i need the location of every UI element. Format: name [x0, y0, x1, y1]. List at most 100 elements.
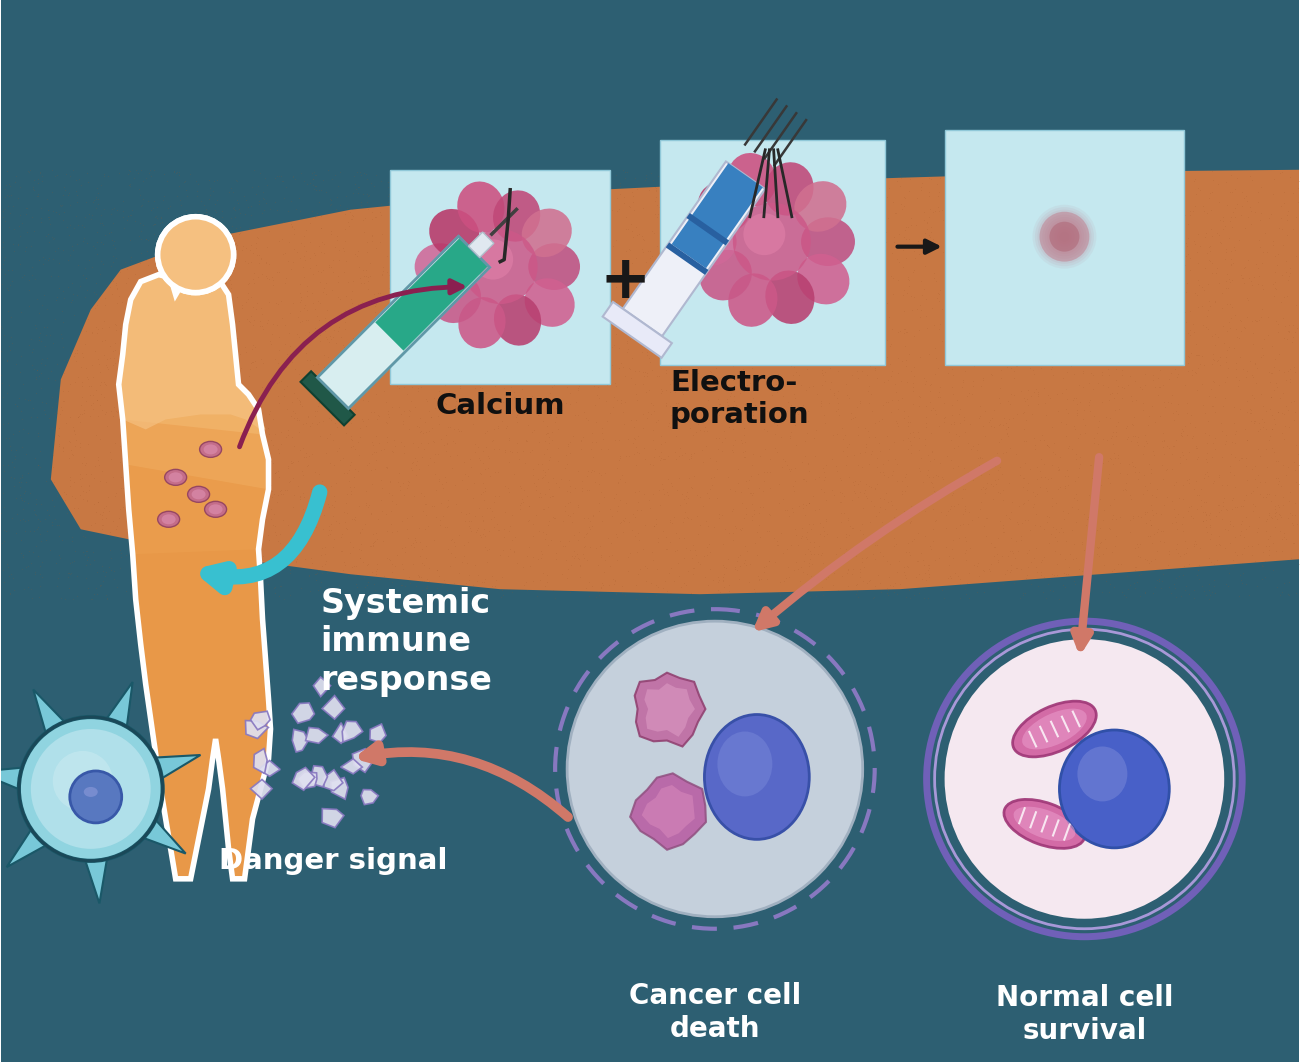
Point [1040, 469, 1061, 486]
Point [147, 209, 168, 226]
Point [250, 318, 270, 335]
Point [1004, 370, 1024, 387]
Point [1167, 284, 1188, 301]
Point [971, 353, 992, 370]
Point [569, 556, 590, 573]
Point [972, 371, 993, 388]
Point [1219, 512, 1240, 529]
Point [347, 434, 368, 451]
Point [1041, 169, 1062, 186]
Point [462, 512, 482, 529]
Point [150, 439, 170, 456]
Point [1283, 185, 1300, 202]
Point [338, 587, 359, 604]
Point [86, 200, 107, 217]
Point [185, 456, 205, 473]
Point [807, 289, 828, 306]
Point [136, 512, 157, 529]
Point [84, 342, 105, 359]
Point [1014, 433, 1035, 450]
Point [129, 567, 150, 584]
Polygon shape [0, 766, 32, 793]
Point [745, 185, 766, 202]
Point [757, 422, 777, 439]
Point [740, 275, 760, 292]
Point [53, 392, 74, 409]
Point [933, 471, 954, 488]
Point [1024, 195, 1045, 212]
Point [588, 263, 608, 280]
Point [1, 454, 22, 471]
Point [1196, 205, 1217, 222]
Point [200, 409, 221, 426]
Point [57, 564, 78, 581]
Point [1202, 475, 1223, 492]
Point [842, 409, 863, 426]
Point [339, 218, 360, 235]
Point [413, 440, 434, 457]
Point [48, 255, 69, 272]
Point [1161, 585, 1182, 602]
Point [776, 284, 797, 301]
Point [482, 165, 503, 182]
Point [172, 483, 192, 500]
Point [1014, 231, 1035, 248]
Point [1288, 475, 1300, 492]
Point [806, 421, 827, 438]
Point [1238, 209, 1258, 226]
Point [364, 313, 385, 330]
Point [597, 172, 618, 189]
Point [697, 222, 718, 239]
Point [12, 468, 32, 485]
Point [1052, 577, 1072, 594]
Point [471, 236, 491, 253]
Point [273, 590, 294, 607]
Point [367, 555, 387, 572]
Point [462, 416, 482, 433]
Point [1070, 173, 1091, 190]
Point [377, 406, 398, 423]
Point [532, 545, 552, 562]
Point [594, 196, 615, 213]
Point [849, 444, 870, 461]
Point [222, 418, 243, 435]
Point [526, 174, 547, 191]
Point [1061, 214, 1082, 231]
Point [708, 390, 729, 407]
Point [978, 475, 998, 492]
Point [60, 566, 81, 583]
Point [961, 440, 982, 457]
Circle shape [1037, 209, 1092, 264]
Point [992, 517, 1013, 534]
Point [237, 310, 257, 327]
Point [1026, 505, 1046, 522]
Point [491, 581, 512, 598]
Point [512, 219, 533, 236]
Point [261, 501, 282, 518]
Ellipse shape [157, 511, 179, 527]
Point [852, 550, 872, 567]
Point [82, 400, 103, 417]
Point [270, 372, 291, 389]
Point [1043, 519, 1063, 536]
Point [770, 307, 790, 324]
Circle shape [1057, 230, 1072, 244]
Point [292, 416, 313, 433]
Point [498, 432, 519, 449]
Point [1209, 536, 1230, 553]
Point [1057, 263, 1078, 280]
Point [801, 186, 822, 203]
Point [757, 313, 777, 330]
Point [534, 445, 555, 462]
Point [147, 268, 168, 285]
Point [370, 472, 391, 489]
Point [83, 237, 104, 254]
Point [1288, 172, 1300, 189]
Point [777, 540, 798, 557]
Point [1041, 525, 1062, 542]
Point [836, 202, 857, 219]
Point [58, 186, 79, 203]
Point [1001, 249, 1022, 266]
Point [265, 524, 286, 541]
Point [923, 492, 944, 509]
